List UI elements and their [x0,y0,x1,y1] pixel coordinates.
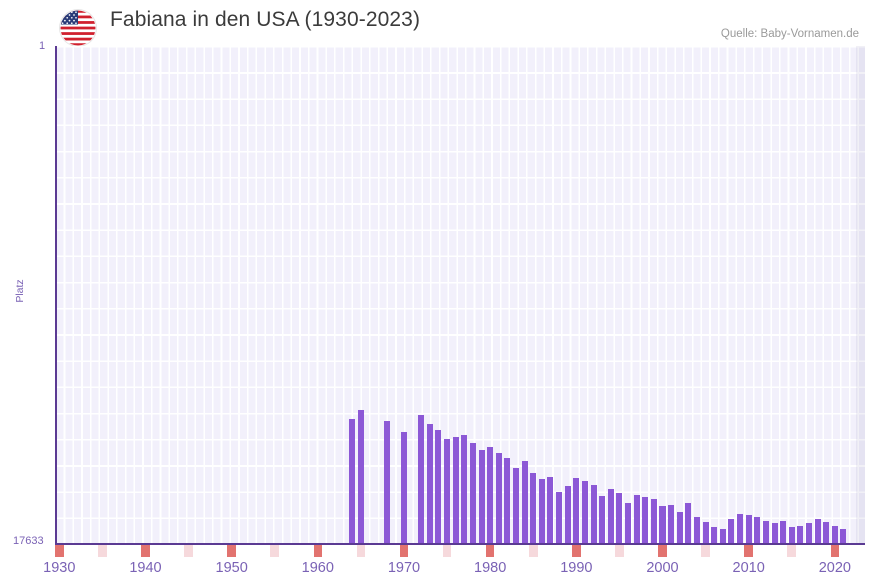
bar-1976[interactable] [452,436,459,544]
bar-1991[interactable] [581,480,588,544]
x-axis-label-1950: 1950 [215,560,248,576]
bar-2010[interactable] [745,514,752,544]
x-axis-label-1990: 1990 [560,560,593,576]
bar-1983[interactable] [512,468,520,544]
bar-1996[interactable] [625,502,632,544]
bar-1989[interactable] [564,486,571,544]
bar-2009[interactable] [737,514,744,544]
bar-1998[interactable] [642,497,649,544]
x-tick-1935 [98,545,107,557]
x-axis-label-2010: 2010 [732,560,765,576]
bar-1970[interactable] [400,431,407,544]
source-attribution: Quelle: Baby-Vornamen.de [720,28,859,40]
bar-1972[interactable] [418,415,425,544]
page-title: Fabiana in den USA (1930-2023) [110,8,421,31]
bar-1997[interactable] [633,495,640,544]
x-tick-1945 [184,545,193,557]
bar-1975[interactable] [444,439,451,544]
x-tick-2000 [658,545,667,557]
x-tick-1955 [270,545,280,557]
bar-2017[interactable] [805,523,812,544]
bar-2020[interactable] [831,526,838,544]
bar-2013[interactable] [771,523,778,544]
bar-2002[interactable] [676,512,683,544]
bar-1993[interactable] [599,496,606,544]
y-axis-line [55,46,57,544]
x-tick-1970 [399,545,409,557]
plot-area [55,46,865,544]
bar-1990[interactable] [573,477,580,544]
bar-1999[interactable] [650,499,657,544]
bar-1978[interactable] [469,443,476,544]
bar-1980[interactable] [487,446,494,544]
bar-1992[interactable] [590,485,597,544]
x-tick-2010 [744,545,753,557]
x-axis-label-2020: 2020 [818,560,851,576]
x-axis-label-1940: 1940 [129,560,162,576]
y-axis-bottom-label: 17633 [13,535,44,547]
x-axis-label-1970: 1970 [387,560,421,576]
bar-2015[interactable] [788,527,795,544]
bar-1981[interactable] [495,453,502,544]
bar-2004[interactable] [693,516,700,544]
x-axis-line [55,543,865,545]
x-tick-1940 [141,545,150,557]
bar-1985[interactable] [530,473,537,544]
x-tick-1930 [55,545,64,557]
x-tick-1980 [485,545,495,557]
bar-2003[interactable] [685,503,692,544]
bar-1968[interactable] [383,421,390,544]
bar-1965[interactable] [357,410,364,544]
x-tick-1960 [313,545,323,557]
us-flag-icon [60,10,96,46]
horizontal-gridlines [55,46,865,544]
bar-1973[interactable] [426,423,433,544]
x-axis-label-1930: 1930 [43,560,76,576]
bar-1987[interactable] [547,477,554,544]
bar-1988[interactable] [556,492,563,544]
x-axis-tick-band [55,545,865,557]
bar-2014[interactable] [780,521,787,544]
x-tick-1950 [227,545,236,557]
chart-header: Fabiana in den USA (1930-2023) Quelle: B… [0,0,873,46]
bar-2008[interactable] [728,518,735,544]
bar-2005[interactable] [702,522,709,544]
bar-2012[interactable] [762,521,769,544]
x-tick-1995 [615,545,624,557]
y-axis-title: Platz [14,279,26,303]
bar-1974[interactable] [435,430,442,544]
x-axis-label-2000: 2000 [646,560,679,576]
bar-1982[interactable] [504,457,511,544]
bar-series [55,46,865,544]
bar-2016[interactable] [797,525,804,544]
bar-1977[interactable] [461,434,468,544]
x-tick-1965 [356,545,366,557]
bar-1995[interactable] [616,492,623,544]
y-axis-top-label: 1 [39,40,46,52]
x-tick-1975 [442,545,452,557]
x-tick-2020 [830,545,840,557]
x-axis-label-1960: 1960 [301,560,334,576]
x-tick-1985 [528,545,538,557]
x-axis-label-1980: 1980 [474,560,507,576]
bar-1994[interactable] [607,488,614,544]
bar-2006[interactable] [711,526,718,544]
x-tick-1990 [572,545,581,557]
x-tick-2005 [701,545,710,557]
bar-2000[interactable] [659,506,666,544]
bar-1984[interactable] [521,460,528,544]
bar-2001[interactable] [668,504,675,544]
bar-2011[interactable] [754,517,761,544]
bar-1979[interactable] [478,449,485,544]
bar-1964[interactable] [349,418,356,544]
bar-1986[interactable] [538,478,545,544]
bar-2019[interactable] [823,521,830,544]
bar-2007[interactable] [719,528,726,544]
x-tick-2015 [787,545,797,557]
bar-2018[interactable] [814,518,821,544]
future-shaded-band [856,46,865,544]
bar-2021[interactable] [840,528,847,544]
